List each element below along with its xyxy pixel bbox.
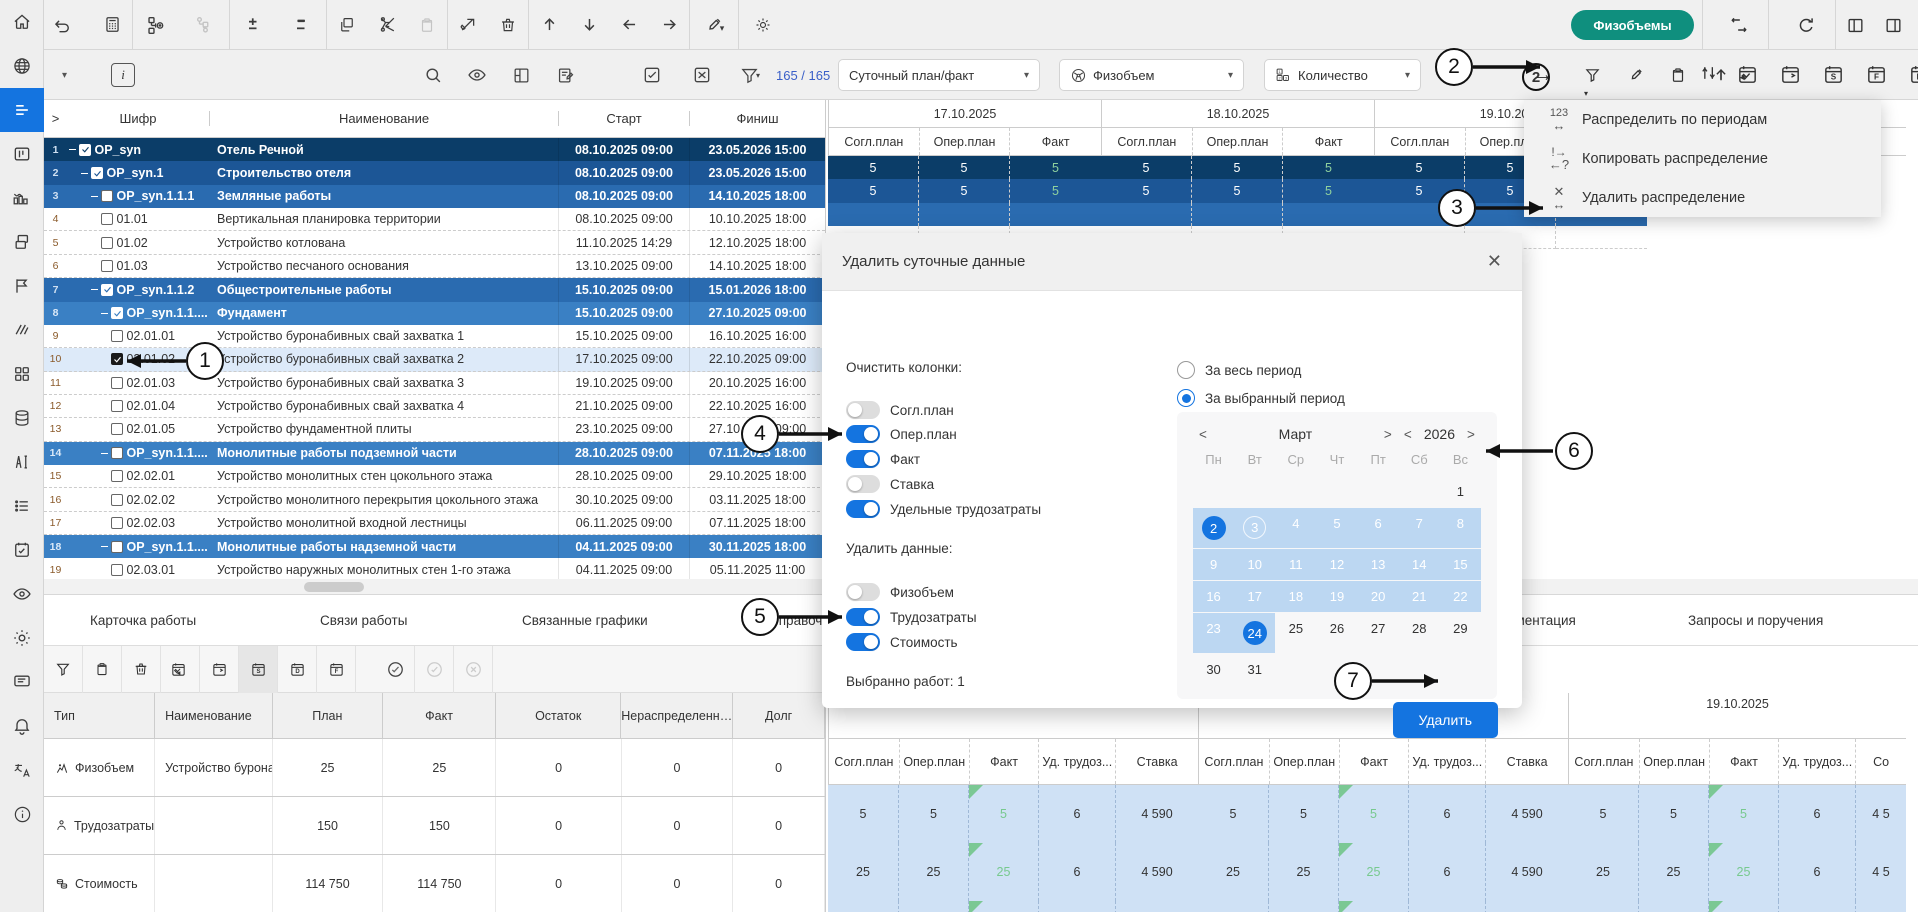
svg-text:F: F <box>334 669 338 675</box>
svg-text:S: S <box>1831 72 1837 81</box>
svg-text:3: 3 <box>1285 75 1287 80</box>
svg-text:F: F <box>1874 72 1879 81</box>
svg-text:D: D <box>295 669 300 675</box>
svg-text:2: 2 <box>1279 75 1281 80</box>
svg-text:1: 1 <box>1279 69 1281 74</box>
svg-text:S: S <box>256 669 260 675</box>
